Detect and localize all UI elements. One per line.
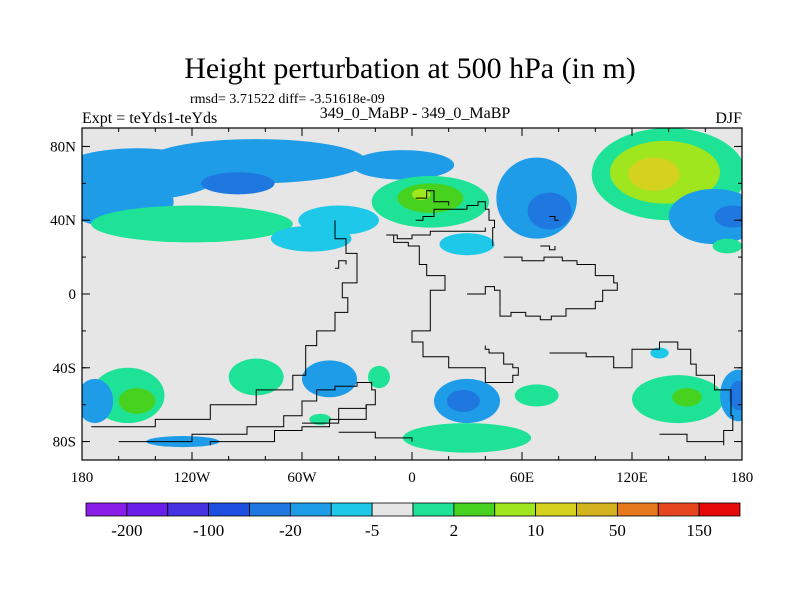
boundary-line-14 (549, 216, 559, 221)
boundary-line-13 (540, 245, 556, 251)
colorbar-box-2 (167, 502, 210, 517)
axes: 180 120W 60W 0 60E 120E 180 80N 40N 0 40S 80S (50, 127, 754, 486)
colorbar-box-3 (208, 502, 250, 517)
boundary-line-9 (499, 256, 618, 321)
boundary-line-10 (467, 286, 501, 309)
x-tick-label: 180 (71, 470, 94, 486)
anomaly-patch-17 (668, 188, 742, 245)
anomaly-patch-8 (397, 183, 464, 213)
anomaly-patch-4 (146, 139, 367, 184)
anomaly-patch-23 (228, 358, 284, 396)
colorbar-box-4 (249, 502, 291, 517)
colorbar-label-0: -200 (111, 521, 142, 540)
y-tick-label: 80S (53, 435, 76, 451)
boundary-line-5 (386, 234, 519, 383)
anomaly-patch-36 (729, 380, 742, 411)
anomaly-patch-6 (351, 150, 455, 180)
plot-area (82, 128, 742, 460)
colorbar-label-6: 50 (609, 521, 626, 540)
y-tick-label: 0 (69, 287, 77, 303)
x-tick-label: 180 (731, 470, 754, 486)
colorbar-label-1: -100 (193, 521, 224, 540)
boundary-line-11 (549, 341, 734, 442)
anomaly-patch-16 (628, 157, 680, 191)
colorbar-box-9 (453, 502, 496, 517)
colorbar-box-13 (616, 502, 659, 517)
x-tick-label: 120E (616, 470, 648, 486)
anomaly-patch-13 (527, 192, 572, 230)
colorbar-box-15 (698, 502, 741, 517)
x-tick-label: 60E (510, 470, 534, 486)
anomaly-patch-29 (446, 389, 480, 413)
boundary-line-7 (415, 201, 495, 246)
x-tick-label: 120W (174, 470, 212, 486)
anomaly-patch-10 (270, 225, 352, 252)
anomaly-patch-31 (514, 384, 559, 407)
colorbar-box-1 (126, 502, 169, 517)
anomaly-patch-22 (82, 378, 114, 424)
boundary-line-4 (335, 260, 347, 269)
colorbar-box-6 (330, 502, 373, 517)
boundary-line-6 (386, 227, 486, 240)
colorbar-label-3: -5 (365, 521, 379, 540)
y-tick-label: 40S (53, 361, 76, 377)
x-tick-label: 60W (287, 470, 317, 486)
colorbar-box-0 (85, 502, 128, 517)
anomaly-patch-19 (712, 238, 742, 254)
colorbar-label-5: 10 (527, 521, 544, 540)
colorbar-box-8 (412, 502, 455, 517)
anomaly-patch-34 (672, 388, 702, 407)
boundary-line-3 (338, 431, 413, 442)
anomaly-patch-21 (118, 388, 156, 414)
anomaly-patch-26 (309, 413, 332, 425)
center-label: 349_0_MaBP - 349_0_MaBP (319, 105, 511, 122)
plot-clip-group (82, 128, 742, 460)
colorbar-label-4: 2 (450, 521, 459, 540)
boundary-line-8 (415, 190, 450, 206)
right-label: DJF (715, 110, 742, 127)
colorbar-label-7: 150 (686, 521, 712, 540)
colorbar-box-14 (657, 502, 700, 517)
colorbar-box-10 (494, 502, 537, 517)
colorbar-label-2: -20 (279, 521, 302, 540)
anomaly-patch-11 (439, 233, 495, 256)
anomaly-patch-30 (402, 423, 532, 453)
colorbar: -200 -100 -20 -5 2 10 50 150 (85, 502, 741, 540)
colorbar-box-5 (289, 502, 332, 517)
anomaly-patch-18 (714, 205, 742, 228)
boundary-line-0 (91, 220, 358, 428)
left-label: Expt = teYds1-teYds (82, 110, 218, 127)
colorbar-box-7 (371, 502, 414, 517)
boundary-line-1 (118, 382, 376, 446)
anomaly-patch-9 (412, 188, 431, 200)
y-tick-label: 80N (50, 139, 76, 155)
anomaly-patch-32 (650, 347, 669, 359)
anomaly-patch-27 (368, 365, 390, 389)
anomaly-patch-2 (91, 205, 293, 243)
y-tick-label: 40N (50, 213, 76, 229)
boundary-line-2 (302, 404, 367, 424)
colorbar-box-12 (576, 502, 618, 517)
x-tick-label: 0 (408, 470, 416, 486)
boundary-line-12 (659, 433, 725, 446)
chart-title: Height perturbation at 500 hPa (in m) (184, 52, 636, 85)
anomaly-patch-5 (201, 172, 275, 195)
colorbar-box-11 (535, 502, 577, 517)
stats-line: rmsd= 3.71522 diff= -3.51618e-09 (190, 92, 385, 107)
anomaly-patch-25 (302, 360, 357, 398)
